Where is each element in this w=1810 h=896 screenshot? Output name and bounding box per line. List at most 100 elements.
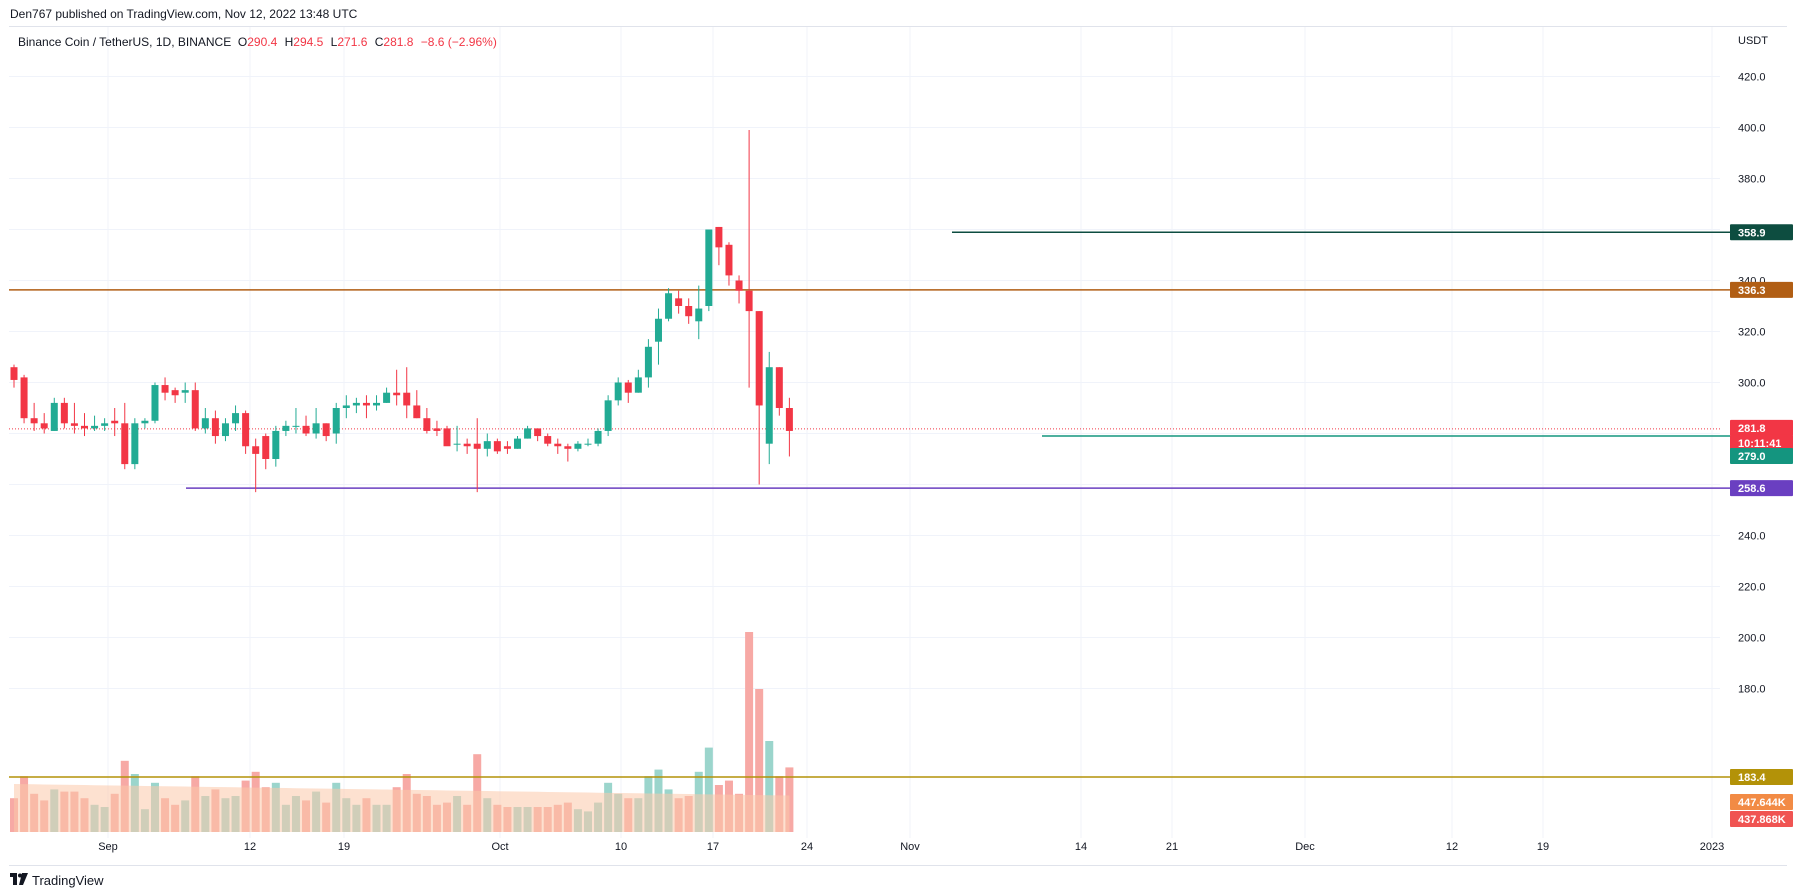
candle-body — [594, 430, 602, 444]
price-tag-bg — [1730, 448, 1793, 465]
time-tick-label: Sep — [98, 841, 118, 853]
price-tag-label: 279.0 — [1738, 451, 1766, 463]
candle-body — [524, 428, 532, 439]
candle-body — [70, 423, 78, 426]
candle-body — [20, 377, 28, 419]
candle-body — [574, 443, 582, 449]
price-tag-bg — [1730, 794, 1793, 810]
volume-bar — [704, 747, 713, 832]
candle-body — [373, 402, 381, 406]
candle-body — [755, 311, 763, 406]
candle-body — [503, 446, 511, 449]
low-value: 271.6 — [337, 35, 368, 49]
candle-body — [654, 318, 662, 342]
time-tick-label: 19 — [1537, 841, 1549, 853]
candle-body — [312, 423, 320, 434]
candle-body — [292, 425, 300, 427]
candle-body — [493, 441, 501, 452]
brand-name[interactable]: TradingView — [32, 873, 104, 888]
candle-body — [685, 306, 693, 317]
candle-body — [221, 423, 229, 437]
candle-body — [362, 402, 370, 406]
time-tick-label: 17 — [707, 841, 719, 853]
price-tick-label: 320.0 — [1738, 327, 1766, 339]
candle-body — [735, 280, 743, 291]
candle-body — [544, 436, 552, 444]
candle-body — [483, 441, 491, 449]
time-tick-label: 10 — [615, 841, 627, 853]
candle-body — [352, 402, 360, 406]
price-tag-bg — [1730, 811, 1793, 827]
candle-body — [191, 390, 199, 429]
price-tag-bg — [1730, 480, 1793, 497]
price-tick-label: 220.0 — [1738, 582, 1766, 594]
candle-body — [534, 428, 542, 437]
candle-body — [584, 443, 592, 445]
candle-body — [40, 423, 48, 429]
grid-lines — [9, 27, 1720, 838]
price-tag-label: 447.644K — [1738, 797, 1786, 809]
candle-body — [111, 420, 119, 424]
top-bar: Den767 published on TradingView.com, Nov… — [0, 0, 1810, 26]
candle-body — [715, 226, 723, 248]
currency-label: USDT — [1738, 35, 1768, 47]
price-tag-label: 183.4 — [1738, 772, 1766, 784]
candle-body — [342, 405, 350, 408]
price-tag-label: 437.868K — [1738, 814, 1786, 826]
candle-body — [262, 436, 270, 459]
candle-body — [393, 392, 401, 396]
candle-body — [161, 385, 169, 393]
time-tick-label: Oct — [491, 841, 508, 853]
time-tick-label: 24 — [801, 841, 813, 853]
candle-body — [443, 428, 451, 447]
time-tick-label: Dec — [1295, 841, 1315, 853]
candle-body — [695, 308, 703, 322]
chart-canvas[interactable]: 420.0400.0380.0340.0320.0300.0240.0220.0… — [0, 0, 1810, 864]
candle-body — [282, 425, 290, 431]
time-tick-label: Nov — [900, 841, 920, 853]
candle-body — [131, 423, 139, 465]
time-tick-label: 19 — [338, 841, 350, 853]
footer: TradingView — [0, 864, 1810, 896]
candle-body — [514, 438, 521, 449]
candle-body — [413, 405, 421, 419]
candle-body — [644, 346, 652, 378]
price-axis-ticks: 420.0400.0380.0340.0320.0300.0240.0220.0… — [1738, 72, 1766, 696]
candle-body — [785, 408, 793, 431]
volume-ma-area — [14, 784, 790, 832]
low-label: L — [330, 35, 338, 49]
candle-body — [775, 367, 783, 408]
price-tick-label: 300.0 — [1738, 378, 1766, 390]
candle-body — [705, 229, 713, 306]
candle-body — [30, 418, 38, 424]
price-tag-label: 10:11:41 — [1738, 438, 1781, 450]
time-tick-label: 12 — [1446, 841, 1458, 853]
candle-body — [232, 413, 240, 424]
price-tick-label: 400.0 — [1738, 123, 1766, 135]
price-tag-bg — [1730, 281, 1793, 298]
candle-body — [211, 418, 219, 437]
candle-body — [433, 428, 441, 431]
candle-body — [614, 382, 622, 401]
published-text: Den767 published on TradingView.com, Nov… — [10, 7, 358, 21]
candle-body — [675, 298, 683, 306]
candle-body — [50, 402, 58, 431]
high-value: 294.5 — [293, 35, 324, 49]
open-label: O — [237, 35, 248, 49]
tradingview-logo-icon[interactable] — [10, 873, 28, 885]
volume-ma-area-path — [14, 784, 790, 832]
candle-body — [634, 377, 642, 393]
candle-body — [322, 423, 330, 437]
candle-body — [403, 392, 411, 406]
candle-body — [272, 430, 280, 459]
candle-body — [91, 425, 99, 429]
candle-body — [242, 413, 250, 447]
symbol-legend[interactable]: Binance Coin / TetherUS, 1D, BINANCE O29… — [18, 35, 501, 49]
chart-frame[interactable] — [9, 26, 1787, 866]
price-tick-label: 420.0 — [1738, 72, 1766, 84]
candle-body — [765, 367, 773, 444]
candle-body — [141, 420, 149, 424]
time-tick-label: 21 — [1166, 841, 1178, 853]
candle-body — [624, 382, 632, 393]
price-tag-label: 358.9 — [1738, 227, 1766, 239]
